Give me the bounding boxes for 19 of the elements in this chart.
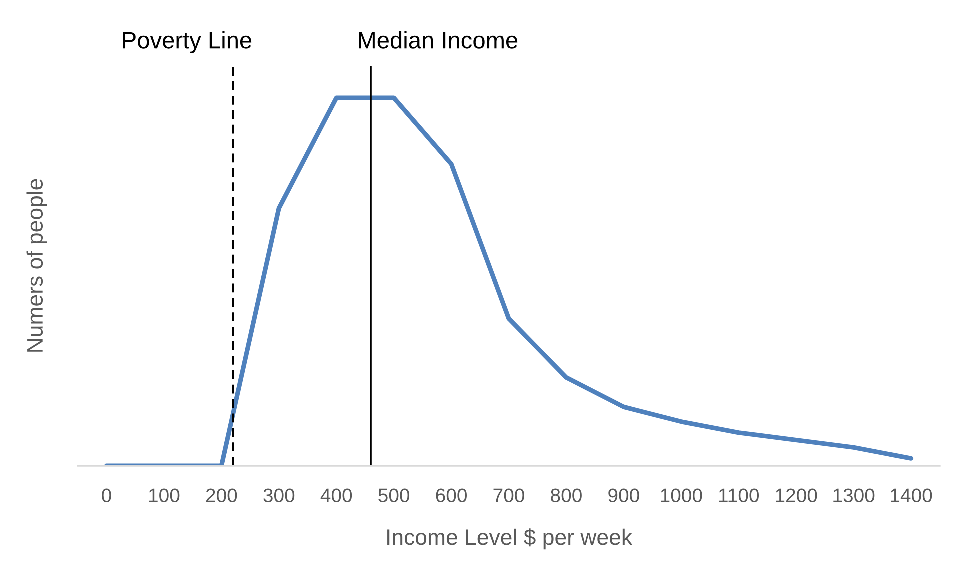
x-tick-label: 0 [102, 488, 112, 503]
ref-line-label: Poverty Line [123, 31, 252, 54]
y-axis-title: Numers of people [26, 179, 48, 352]
x-tick-label: 1300 [834, 488, 875, 503]
x-tick-label: 600 [436, 488, 467, 503]
x-tick-label: 700 [494, 488, 524, 503]
x-tick-label: 800 [551, 488, 582, 503]
x-tick-label: 100 [149, 488, 180, 503]
x-tick-label: 900 [608, 488, 640, 503]
x-tick-label: 1400 [891, 488, 932, 503]
x-tick-label: 300 [264, 488, 295, 503]
x-tick-label: 200 [206, 488, 238, 503]
x-tick-label: 1100 [719, 488, 760, 503]
x-axis-title: Income Level $ per week [388, 528, 633, 550]
ref-line-label: Median Income [359, 31, 518, 49]
x-tick-label: 400 [320, 488, 352, 503]
x-tick-label: 500 [378, 488, 410, 503]
x-tick-label: 1200 [776, 488, 818, 503]
x-tick-label: 1000 [661, 488, 702, 503]
